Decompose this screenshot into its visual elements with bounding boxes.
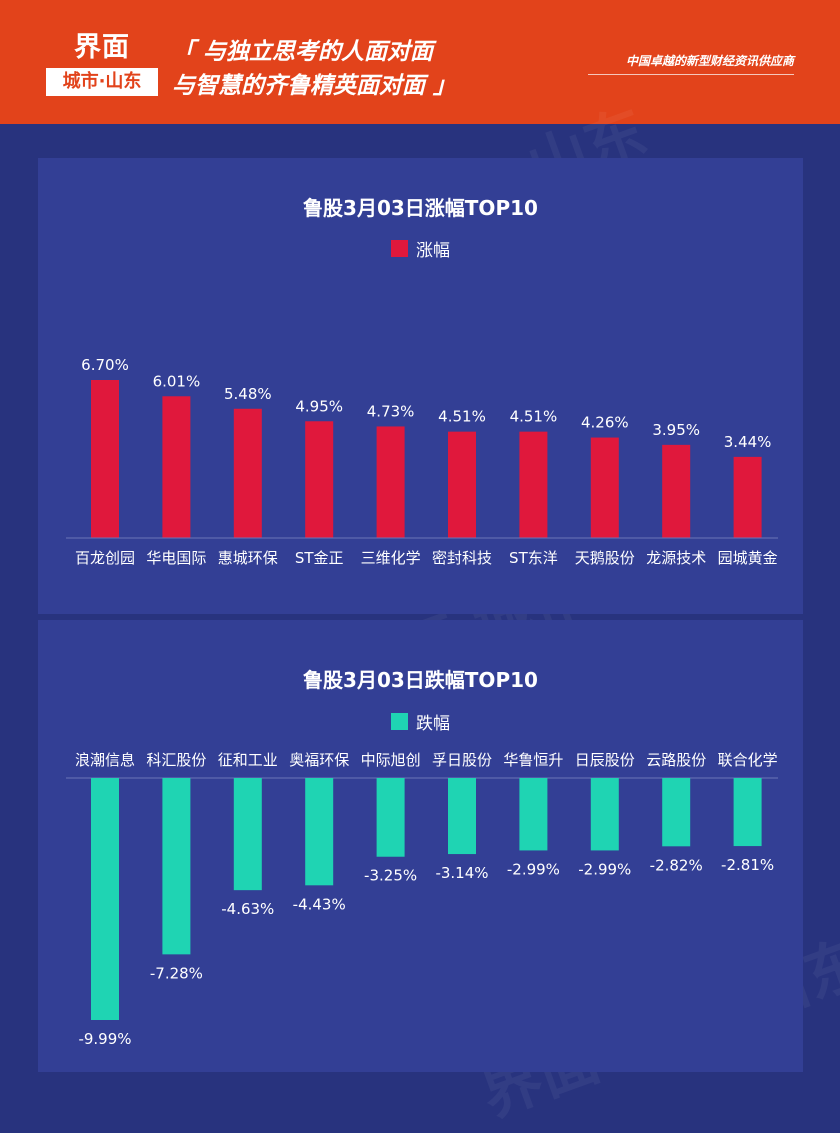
- category-label: 三维化学: [361, 549, 421, 567]
- bar: [376, 778, 405, 857]
- data-label: -2.82%: [650, 856, 703, 874]
- chart-legend: 涨幅: [38, 236, 803, 261]
- data-label: -3.14%: [435, 864, 488, 882]
- bar: [448, 778, 476, 855]
- legend-label: 涨幅: [416, 241, 450, 261]
- category-label: 孚日股份: [432, 751, 492, 769]
- logo-main: 界面: [74, 32, 130, 63]
- gainers-bar-chart: 6.70% 百龙创园 6.01% 华电国际 5.48% 惠城环保 4.95% ST金正 4.73…: [66, 356, 778, 567]
- bar: [376, 426, 405, 538]
- chart-title: 鲁股3月03日涨幅TOP10: [303, 196, 538, 220]
- category-label: 华鲁恒升: [503, 751, 563, 769]
- data-label: 3.95%: [652, 421, 700, 439]
- bar: [91, 778, 119, 1020]
- data-label: 6.70%: [81, 356, 129, 374]
- tagline: 中国卓越的新型财经资讯供应商: [625, 54, 794, 68]
- data-label: -2.99%: [578, 860, 631, 878]
- legend-swatch: [391, 240, 408, 257]
- losers-bar-chart: 浪潮信息 科汇股份 征和工业 奥福环保 中际旭创 孚日股份 华鲁恒升 日辰股份 云路股份 联合化学…: [66, 751, 778, 1048]
- category-label: 惠城环保: [218, 549, 278, 567]
- tagline-divider: [588, 74, 794, 75]
- bar: [590, 778, 619, 851]
- category-label: 云路股份: [646, 751, 706, 769]
- data-label: -4.43%: [293, 895, 346, 913]
- data-label: -4.63%: [221, 900, 274, 918]
- bar: [733, 456, 762, 538]
- category-label: ST东洋: [509, 549, 558, 567]
- losers-panel: 鲁股3月03日跌幅TOP10 跌幅 浪潮信息 科汇股份 征和工业 奥福环保 中际旭创 孚日…: [38, 620, 803, 1072]
- data-label: 4.95%: [295, 397, 343, 415]
- category-label: 联合化学: [718, 751, 778, 769]
- bar: [233, 408, 262, 538]
- bar: [733, 778, 762, 847]
- slogan-line-2: 与智慧的齐鲁精英面对面 」: [172, 73, 457, 99]
- category-label: 龙源技术: [646, 549, 706, 567]
- data-label: 6.01%: [153, 372, 201, 390]
- bar: [305, 421, 334, 538]
- slogan-line-1: 「 与独立思考的人面对面: [172, 39, 434, 65]
- category-label: 浪潮信息: [75, 751, 135, 769]
- bar: [233, 778, 262, 891]
- category-label: 中际旭创: [361, 751, 421, 769]
- category-label: ST金正: [295, 549, 344, 567]
- data-label: -3.25%: [364, 867, 417, 885]
- bar: [162, 396, 191, 538]
- gainers-panel: 鲁股3月03日涨幅TOP10 涨幅 6.70% 百龙创园 6.01% 华电国际 5.48…: [38, 158, 803, 614]
- data-label: -2.99%: [507, 860, 560, 878]
- category-label: 征和工业: [218, 751, 278, 769]
- chart-title: 鲁股3月03日跌幅TOP10: [303, 668, 538, 692]
- bar: [162, 778, 191, 955]
- legend-swatch: [391, 713, 408, 730]
- bar: [662, 444, 691, 538]
- category-label: 日辰股份: [575, 751, 635, 769]
- data-label: 4.26%: [581, 414, 629, 432]
- data-label: 5.48%: [224, 385, 272, 403]
- category-label: 百龙创园: [75, 549, 135, 567]
- bar: [590, 437, 619, 538]
- logo-sub: 城市·山东: [46, 68, 158, 96]
- bar: [448, 431, 476, 538]
- data-label: -2.81%: [721, 856, 774, 874]
- bar: [91, 380, 119, 538]
- bar: [305, 778, 334, 886]
- data-label: 4.51%: [438, 408, 486, 426]
- category-label: 密封科技: [432, 549, 492, 567]
- category-label: 天鹅股份: [575, 549, 635, 567]
- data-label: 4.73%: [367, 402, 415, 420]
- category-label: 奥福环保: [289, 751, 349, 769]
- data-label: -9.99%: [78, 1030, 131, 1048]
- category-label: 华电国际: [146, 549, 206, 567]
- bar: [519, 778, 548, 851]
- data-label: 4.51%: [510, 408, 558, 426]
- bar: [662, 778, 691, 847]
- bar: [519, 431, 548, 538]
- header-banner: 界面 城市·山东 「 与独立思考的人面对面 与智慧的齐鲁精英面对面 」 中国卓越…: [0, 0, 840, 124]
- legend-label: 跌幅: [416, 714, 450, 734]
- category-label: 科汇股份: [146, 751, 206, 769]
- data-label: 3.44%: [724, 433, 772, 451]
- data-label: -7.28%: [150, 964, 203, 982]
- chart-legend: 跌幅: [38, 709, 803, 734]
- category-label: 园城黄金: [718, 549, 778, 567]
